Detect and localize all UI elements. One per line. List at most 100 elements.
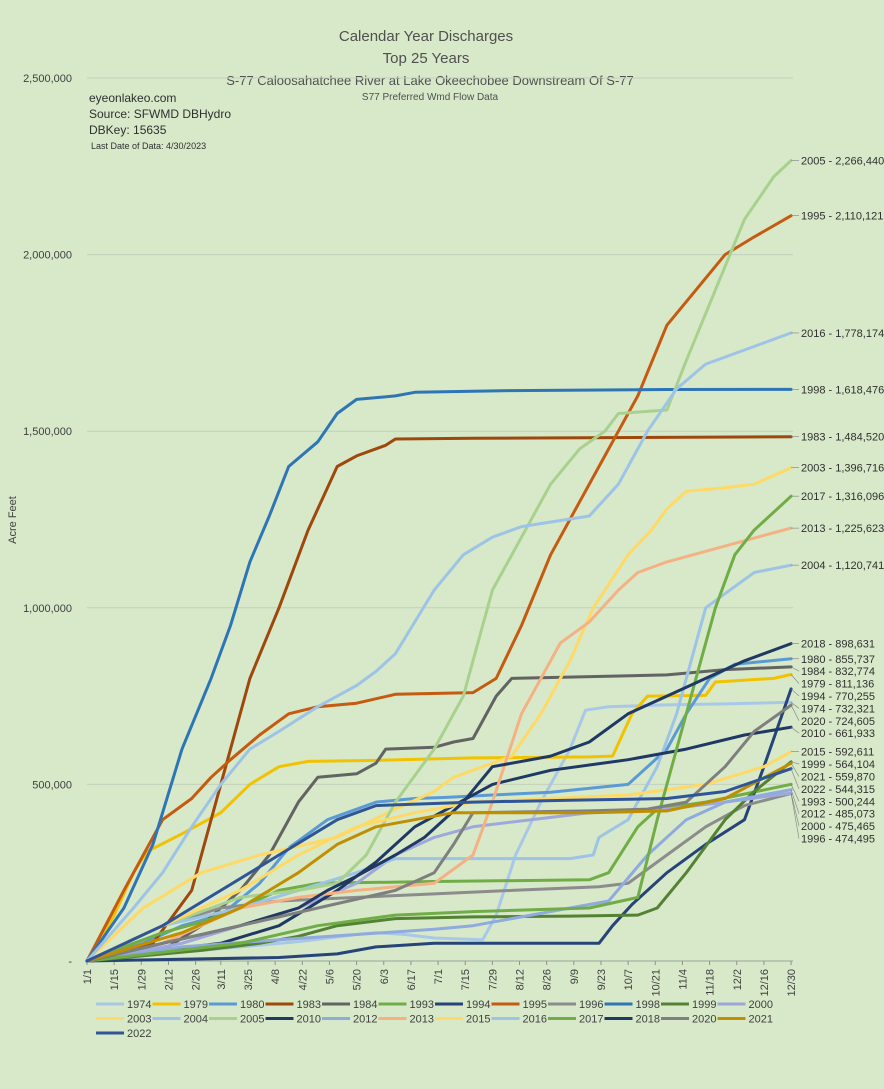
x-tick-label: 1/15 (109, 969, 121, 990)
legend-label-1983: 1983 (297, 999, 321, 1011)
legend-label-2015: 2015 (466, 1014, 490, 1026)
series-line-2003 (85, 466, 793, 963)
end-label-2003: 2003 - 1,396,716 (801, 463, 884, 475)
legend-label-2010: 2010 (297, 1014, 321, 1026)
x-tick-label: 10/7 (623, 969, 635, 990)
x-tick-label: 12/16 (759, 969, 771, 997)
end-label-1998: 1998 - 1,618,476 (801, 384, 884, 396)
end-label-2015: 2015 - 592,611 (801, 747, 874, 759)
end-label-1996: 1996 - 474,495 (801, 833, 875, 845)
y-tick-label: 2,000,000 (23, 250, 72, 262)
x-tick-label: 12/2 (732, 969, 744, 990)
end-label-2004: 2004 - 1,120,741 (801, 560, 884, 572)
end-label-leader (790, 761, 800, 765)
legend-label-1974: 1974 (127, 999, 151, 1011)
chart-subtitle-1: Top 25 Years (383, 50, 470, 67)
end-label-1999: 1999 - 564,104 (801, 759, 875, 771)
x-tick-label: 1/29 (136, 969, 148, 990)
y-tick-label: - (68, 956, 72, 968)
end-label-leader (790, 793, 800, 839)
series-line-1984 (85, 665, 793, 963)
x-tick-label: 4/8 (270, 969, 282, 984)
x-tick-label: 9/23 (596, 969, 608, 990)
legend-label-1979: 1979 (184, 999, 208, 1011)
y-tick-labels: - 500,000 1,000,000 1,500,000 2,000,000 2,500… (23, 73, 72, 968)
x-tick-label: 7/15 (460, 969, 472, 990)
chart-subtitle-2: S-77 Caloosahatchee River at Lake Okeech… (226, 73, 634, 88)
x-tick-label: 7/29 (487, 969, 499, 990)
legend-label-2005: 2005 (240, 1014, 264, 1026)
x-tick-label: 8/26 (542, 969, 554, 990)
legend-label-2022: 2022 (127, 1028, 151, 1040)
end-labels: 2005 - 2,266,440 1995 - 2,110,121 2016 - 1… (790, 155, 884, 845)
end-label-1994: 1994 - 770,255 (801, 691, 875, 703)
series-line-2005 (85, 159, 793, 963)
source-line-2: Source: SFWMD DBHydro (89, 107, 231, 121)
end-label-2016: 2016 - 1,778,174 (801, 328, 884, 340)
x-tick-label: 1/1 (82, 969, 94, 984)
end-label-1983: 1983 - 1,484,520 (801, 432, 884, 444)
end-label-leader (790, 792, 800, 827)
legend-label-2012: 2012 (353, 1014, 377, 1026)
end-label-leader (790, 688, 800, 697)
x-tick-label: 8/12 (515, 969, 527, 990)
x-tick-label: 6/3 (379, 969, 391, 984)
end-label-2021: 2021 - 559,870 (801, 771, 875, 783)
x-tick-label: 6/17 (406, 969, 418, 990)
series-line-2020 (85, 703, 793, 963)
x-tick-label: 5/6 (324, 969, 336, 984)
legend-label-1999: 1999 (692, 999, 716, 1011)
series-line-1998 (85, 387, 793, 963)
end-label-leader (790, 763, 800, 777)
end-label-leader (790, 726, 800, 734)
end-label-1984: 1984 - 832,774 (801, 666, 875, 678)
series-line-2017 (85, 494, 793, 963)
legend-label-2003: 2003 (127, 1014, 151, 1026)
x-tick-label: 2/12 (163, 969, 175, 990)
end-label-leader (790, 784, 800, 802)
series-line-2022 (85, 767, 793, 963)
legend: 1974 1979 1980 1983 1984 1993 1994 1995 1996 1998… (96, 999, 773, 1040)
legend-label-1980: 1980 (240, 999, 264, 1011)
source-line-3: DBKey: 15635 (89, 123, 167, 137)
series-line-2016 (85, 331, 793, 963)
series-line-2004 (85, 563, 793, 963)
legend-label-1995: 1995 (523, 999, 547, 1011)
end-label-leader (790, 768, 800, 789)
end-label-2013: 2013 - 1,225,623 (801, 523, 884, 535)
legend-label-1994: 1994 (466, 999, 490, 1011)
x-tick-label: 3/25 (243, 969, 255, 990)
x-tick-label: 10/21 (650, 969, 662, 997)
end-label-2022: 2022 - 544,315 (801, 784, 875, 796)
end-label-1979: 1979 - 811,136 (801, 679, 874, 691)
end-label-2000: 2000 - 475,465 (801, 821, 875, 833)
series-line-1974 (85, 700, 793, 963)
x-tick-labels: 1/1 1/15 1/29 2/12 2/26 3/11 3/25 4/8 4/22 5/6 5/2… (82, 961, 798, 997)
legend-label-2004: 2004 (184, 1014, 208, 1026)
end-label-1993: 1993 - 500,244 (801, 796, 875, 808)
legend-label-1993: 1993 (410, 999, 434, 1011)
legend-label-1996: 1996 (579, 999, 603, 1011)
y-tick-label: 500,000 (32, 779, 72, 791)
legend-label-1998: 1998 (636, 999, 660, 1011)
end-label-2010: 2010 - 661,933 (801, 728, 875, 740)
series-line-2012 (85, 788, 793, 963)
x-tick-label: 2/26 (191, 969, 203, 990)
legend-label-2020: 2020 (692, 1014, 716, 1026)
series-line-1994 (85, 687, 793, 963)
end-label-leader (790, 666, 800, 672)
x-tick-label: 11/18 (705, 969, 717, 996)
source-line-1: eyeonlakeo.com (89, 91, 176, 105)
series-line-2021 (85, 761, 793, 963)
end-label-2017: 2017 - 1,316,096 (801, 491, 884, 503)
end-label-leader (790, 704, 800, 721)
end-label-1974: 1974 - 732,321 (801, 703, 875, 715)
end-label-2012: 2012 - 485,073 (801, 809, 875, 821)
end-label-1980: 1980 - 855,737 (801, 654, 875, 666)
y-tick-label: 2,500,000 (23, 73, 72, 85)
y-tick-label: 1,500,000 (23, 426, 72, 438)
chart-title: Calendar Year Discharges (339, 28, 513, 45)
legend-label-2021: 2021 (749, 1014, 773, 1026)
series-line-1979 (85, 673, 793, 963)
chart-subtitle-3: S77 Preferred Wmd Flow Data (362, 92, 499, 103)
